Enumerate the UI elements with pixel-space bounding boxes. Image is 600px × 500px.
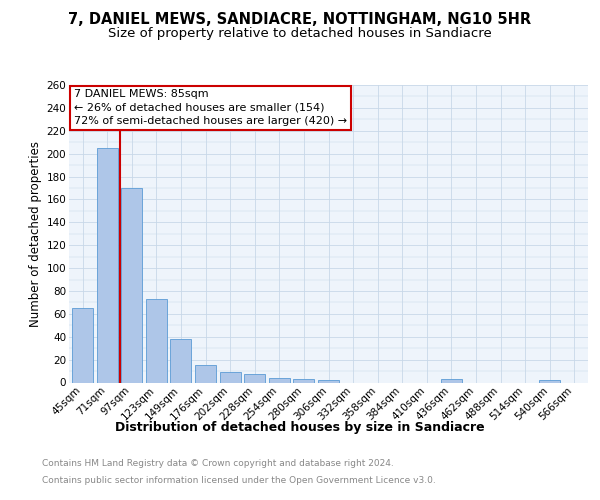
Text: Contains HM Land Registry data © Crown copyright and database right 2024.: Contains HM Land Registry data © Crown c… — [42, 458, 394, 468]
Bar — [97, 148, 118, 382]
Text: Size of property relative to detached houses in Sandiacre: Size of property relative to detached ho… — [108, 28, 492, 40]
Bar — [293, 379, 314, 382]
Bar — [195, 366, 216, 382]
Bar — [146, 299, 167, 382]
Text: Contains public sector information licensed under the Open Government Licence v3: Contains public sector information licen… — [42, 476, 436, 485]
Bar — [244, 374, 265, 382]
Bar — [441, 379, 462, 382]
Bar — [269, 378, 290, 382]
Bar — [220, 372, 241, 382]
Bar — [539, 380, 560, 382]
Bar — [72, 308, 93, 382]
Text: 7, DANIEL MEWS, SANDIACRE, NOTTINGHAM, NG10 5HR: 7, DANIEL MEWS, SANDIACRE, NOTTINGHAM, N… — [68, 12, 532, 28]
Bar — [318, 380, 339, 382]
Text: 7 DANIEL MEWS: 85sqm
← 26% of detached houses are smaller (154)
72% of semi-deta: 7 DANIEL MEWS: 85sqm ← 26% of detached h… — [74, 90, 347, 126]
Bar — [121, 188, 142, 382]
Y-axis label: Number of detached properties: Number of detached properties — [29, 141, 43, 327]
Bar — [170, 339, 191, 382]
Text: Distribution of detached houses by size in Sandiacre: Distribution of detached houses by size … — [115, 421, 485, 434]
